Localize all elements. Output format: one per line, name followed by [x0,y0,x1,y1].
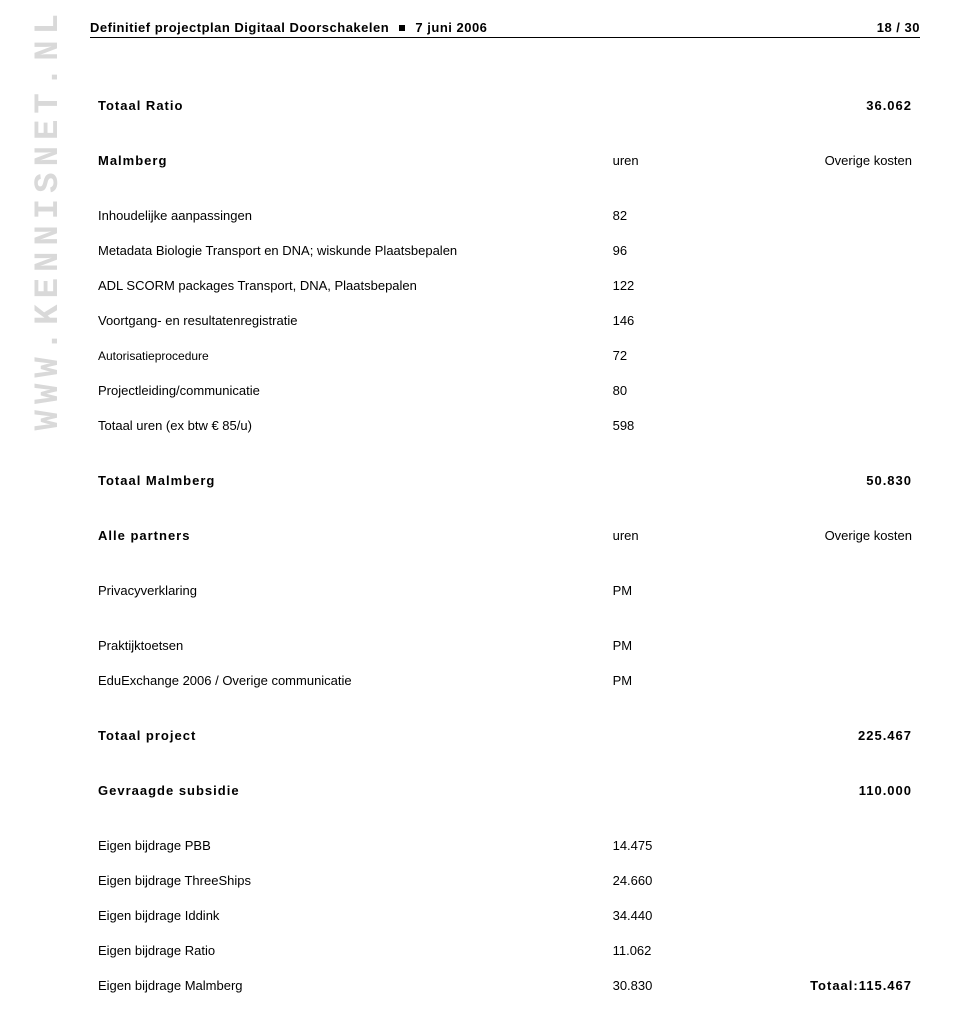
col-uren: uren [605,518,738,553]
value-2: 50.830 [737,463,920,498]
row-metadata: Metadata Biologie Transport en DNA; wisk… [90,233,920,268]
row-adl: ADL SCORM packages Transport, DNA, Plaat… [90,268,920,303]
row-eb-iddink: Eigen bijdrage Iddink 34.440 [90,898,920,933]
header-title: Definitief projectplan Digitaal Doorscha… [90,20,487,35]
row-privacy: Privacyverklaring PM [90,573,920,608]
header-underline [90,37,920,38]
header-title-left: Definitief projectplan Digitaal Doorscha… [90,20,389,35]
label: EduExchange 2006 / Overige communicatie [90,663,605,698]
value-1: 122 [605,268,738,303]
label: Eigen bijdrage PBB [90,828,605,863]
row-malmberg-header: Malmberg uren Overige kosten [90,143,920,178]
value-1: 598 [605,408,738,443]
value-2 [737,933,920,968]
label: Metadata Biologie Transport en DNA; wisk… [90,233,605,268]
row-voortgang: Voortgang- en resultatenregistratie 146 [90,303,920,338]
value-1 [605,718,738,753]
value-1: 80 [605,373,738,408]
col-overige-kosten: Overige kosten [737,143,920,178]
label: Praktijktoetsen [90,628,605,663]
value-2 [737,233,920,268]
row-totaal-uren: Totaal uren (ex btw € 85/u) 598 [90,408,920,443]
value-1 [605,88,738,123]
label: Gevraagde subsidie [90,773,605,808]
col-uren: uren [605,143,738,178]
value-2 [737,373,920,408]
project-table: Totaal Ratio 36.062 Malmberg uren Overig… [90,68,920,1023]
value-1: 146 [605,303,738,338]
row-gevraagde-subsidie: Gevraagde subsidie 110.000 [90,773,920,808]
label: Privacyverklaring [90,573,605,608]
value-2 [737,898,920,933]
value-1: PM [605,663,738,698]
value-1: 82 [605,198,738,233]
value-2 [737,573,920,608]
value-1: 34.440 [605,898,738,933]
value-2 [737,338,920,373]
header-date: 7 juni 2006 [415,20,487,35]
value-1: PM [605,628,738,663]
label: Malmberg [90,143,605,178]
value-2: 225.467 [737,718,920,753]
label: Projectleiding/communicatie [90,373,605,408]
value-1: 24.660 [605,863,738,898]
value-1: 11.062 [605,933,738,968]
label: Totaal uren (ex btw € 85/u) [90,408,605,443]
row-eb-threeships: Eigen bijdrage ThreeShips 24.660 [90,863,920,898]
value-1: 14.475 [605,828,738,863]
row-eb-ratio: Eigen bijdrage Ratio 11.062 [90,933,920,968]
label: Totaal project [90,718,605,753]
value-1: 30.830 [605,968,738,1003]
label: Alle partners [90,518,605,553]
value-2 [737,408,920,443]
value-1 [605,463,738,498]
row-eb-malmberg: Eigen bijdrage Malmberg 30.830 Totaal:11… [90,968,920,1003]
value-1: 72 [605,338,738,373]
row-totaal-malmberg: Totaal Malmberg 50.830 [90,463,920,498]
value-2 [737,303,920,338]
label: Autorisatieprocedure [90,338,605,373]
page: WWW.KENNISNET.NL Definitief projectplan … [0,0,960,823]
row-eduexchange: EduExchange 2006 / Overige communicatie … [90,663,920,698]
value-2: Totaal:115.467 [737,968,920,1003]
value-2: 36.062 [737,88,920,123]
row-alle-partners-header: Alle partners uren Overige kosten [90,518,920,553]
value-1 [605,773,738,808]
row-autorisatie: Autorisatieprocedure 72 [90,338,920,373]
row-inhoudelijke: Inhoudelijke aanpassingen 82 [90,198,920,233]
label: Totaal Ratio [90,88,605,123]
row-totaal-project: Totaal project 225.467 [90,718,920,753]
value-2 [737,663,920,698]
bullet-separator [399,25,405,31]
row-totaal-ratio: Totaal Ratio 36.062 [90,88,920,123]
value-2 [737,863,920,898]
label: Totaal Malmberg [90,463,605,498]
label: ADL SCORM packages Transport, DNA, Plaat… [90,268,605,303]
label: Eigen bijdrage Iddink [90,898,605,933]
value-1: 96 [605,233,738,268]
value-2 [737,628,920,663]
label: Eigen bijdrage Malmberg [90,968,605,1003]
label: Voortgang- en resultatenregistratie [90,303,605,338]
label: Inhoudelijke aanpassingen [90,198,605,233]
value-2 [737,828,920,863]
row-praktijk: Praktijktoetsen PM [90,628,920,663]
page-indicator: 18 / 30 [877,20,920,35]
value-2 [737,198,920,233]
page-header: Definitief projectplan Digitaal Doorscha… [90,20,920,35]
value-2: 110.000 [737,773,920,808]
row-projectleiding: Projectleiding/communicatie 80 [90,373,920,408]
row-eb-pbb: Eigen bijdrage PBB 14.475 [90,828,920,863]
value-1: PM [605,573,738,608]
col-overige-kosten: Overige kosten [737,518,920,553]
label: Eigen bijdrage ThreeShips [90,863,605,898]
watermark-text: WWW.KENNISNET.NL [30,8,68,430]
label: Eigen bijdrage Ratio [90,933,605,968]
value-2 [737,268,920,303]
